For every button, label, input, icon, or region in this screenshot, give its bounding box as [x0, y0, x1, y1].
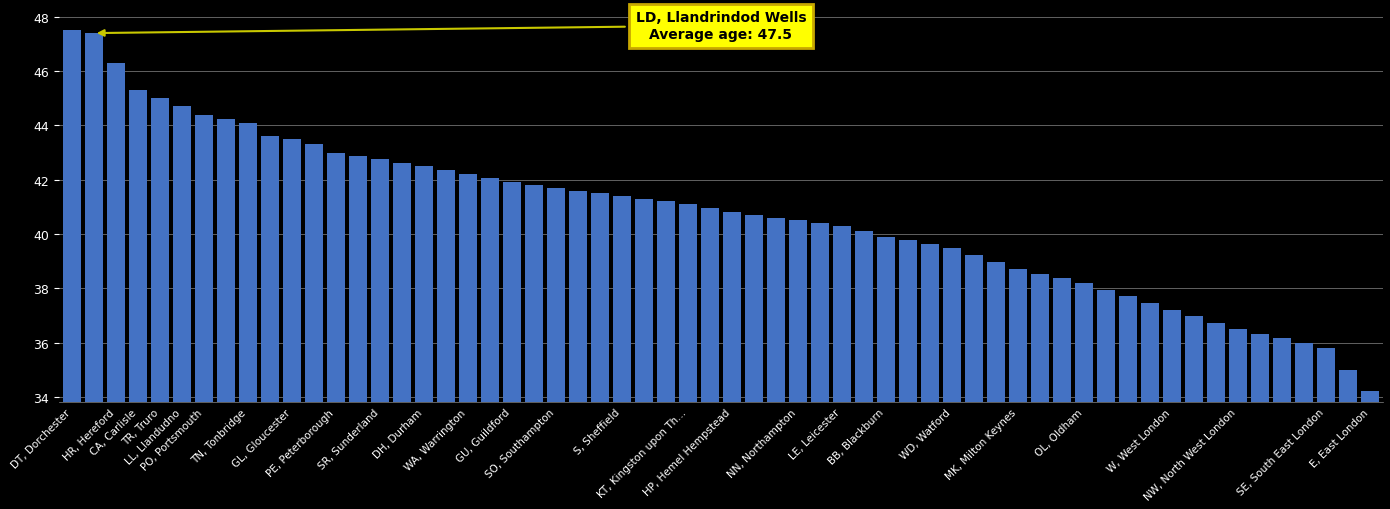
Bar	[569, 191, 588, 509]
Bar	[150, 99, 170, 509]
Bar	[987, 263, 1005, 509]
Bar	[635, 200, 653, 509]
Bar	[85, 34, 103, 509]
Bar	[524, 186, 543, 509]
Bar	[788, 221, 808, 509]
Bar	[745, 215, 763, 509]
Bar	[898, 241, 917, 509]
Bar	[129, 91, 147, 509]
Bar	[1141, 303, 1159, 509]
Bar	[1097, 290, 1115, 509]
Bar	[656, 202, 676, 509]
Bar	[239, 123, 257, 509]
Bar	[1162, 310, 1182, 509]
Bar	[766, 218, 785, 509]
Bar	[833, 227, 851, 509]
Bar	[1207, 323, 1225, 509]
Text: LD, Llandrindod Wells
Average age: 47.5: LD, Llandrindod Wells Average age: 47.5	[99, 11, 806, 42]
Bar	[810, 223, 830, 509]
Bar	[965, 256, 983, 509]
Bar	[195, 116, 213, 509]
Bar	[1030, 274, 1049, 509]
Bar	[1074, 284, 1093, 509]
Bar	[1119, 297, 1137, 509]
Bar	[1009, 270, 1027, 509]
Bar	[481, 179, 499, 509]
Bar	[1316, 348, 1336, 509]
Bar	[1361, 391, 1379, 509]
Bar	[1184, 317, 1204, 509]
Bar	[1272, 339, 1291, 509]
Bar	[920, 244, 940, 509]
Bar	[942, 248, 962, 509]
Bar	[459, 175, 477, 509]
Bar	[855, 232, 873, 509]
Bar	[678, 205, 698, 509]
Bar	[1229, 329, 1247, 509]
Bar	[349, 157, 367, 509]
Bar	[591, 194, 609, 509]
Bar	[392, 163, 411, 509]
Bar	[1339, 370, 1357, 509]
Bar	[172, 107, 192, 509]
Bar	[877, 237, 895, 509]
Bar	[282, 139, 302, 509]
Bar	[503, 183, 521, 509]
Bar	[414, 167, 434, 509]
Bar	[701, 209, 719, 509]
Bar	[1251, 334, 1269, 509]
Bar	[1052, 279, 1072, 509]
Bar	[260, 137, 279, 509]
Bar	[63, 32, 82, 509]
Bar	[371, 160, 389, 509]
Bar	[107, 64, 125, 509]
Bar	[546, 188, 566, 509]
Bar	[1294, 344, 1314, 509]
Bar	[304, 145, 324, 509]
Bar	[613, 196, 631, 509]
Bar	[436, 171, 456, 509]
Bar	[217, 120, 235, 509]
Bar	[723, 213, 741, 509]
Bar	[327, 153, 345, 509]
